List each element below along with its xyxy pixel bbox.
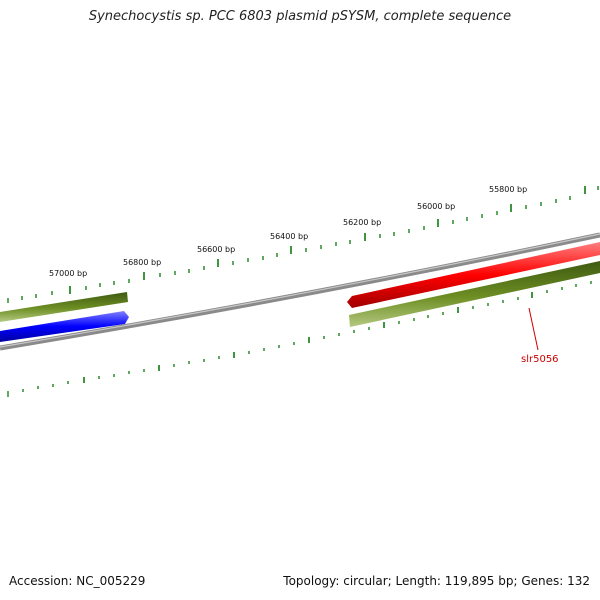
lower-ruler (7, 281, 592, 397)
ruler-label-56800: 56800 bp (123, 258, 161, 267)
ruler-label-57000: 57000 bp (49, 269, 87, 278)
ruler-label-56000: 56000 bp (417, 202, 455, 211)
summary-text: Topology: circular; Length: 119,895 bp; … (283, 574, 590, 588)
gene-forward-red[interactable] (347, 242, 600, 308)
gene-label-leader (528, 307, 539, 351)
ruler-label-55800: 55800 bp (489, 185, 527, 194)
ruler-labels: 57000 bp 56800 bp 56600 bp 56400 bp 5620… (49, 185, 527, 278)
ruler-label-56400: 56400 bp (270, 232, 308, 241)
gene-slr5056[interactable] (349, 261, 600, 327)
map-title: Synechocystis sp. PCC 6803 plasmid pSYSM… (88, 9, 512, 24)
gene-label-slr5056[interactable]: slr5056 (521, 354, 559, 365)
ruler-label-56200: 56200 bp (343, 218, 381, 227)
accession-text: Accession: NC_005229 (9, 574, 146, 588)
gene-reverse-blue[interactable] (0, 311, 129, 342)
upper-ruler (7, 186, 599, 303)
ruler-label-56600: 56600 bp (197, 245, 235, 254)
backbone (0, 232, 600, 351)
backbone-highlight (0, 233, 600, 348)
gene-upper-left[interactable] (0, 292, 128, 322)
